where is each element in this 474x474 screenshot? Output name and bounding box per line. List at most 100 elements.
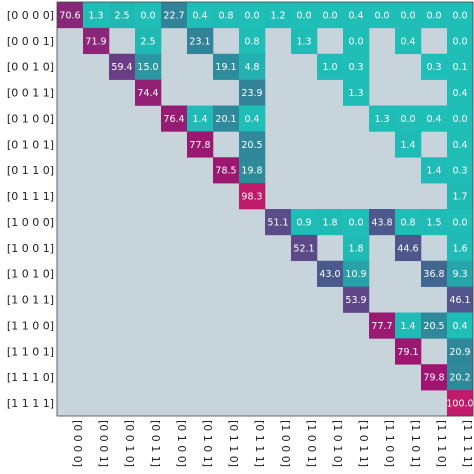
heatmap-cell: [447, 312, 474, 339]
row-tick-label: [1 1 1 0]: [7, 371, 54, 384]
cell-value-label: 98.3: [241, 192, 262, 203]
cell-value-label: 1.3: [348, 88, 363, 99]
heatmap-cell: [395, 27, 422, 55]
column-tick-label: [0 0 0 0]: [71, 420, 84, 467]
heatmap-cell: [291, 234, 318, 262]
heatmap-cell: [369, 105, 396, 132]
heatmap-cell: [395, 338, 422, 365]
heatmap-cell: [213, 105, 240, 132]
heatmap-cell: [447, 234, 474, 262]
cell-value-label: 43.8: [371, 217, 392, 228]
heatmap-cell: [421, 53, 448, 80]
cell-value-label: 77.8: [189, 140, 210, 151]
heatmap-cell: [447, 364, 474, 391]
plot-border: [56, 1, 474, 417]
cell-value-label: 0.0: [244, 10, 259, 21]
cell-value-label: 70.6: [59, 10, 80, 21]
heatmap-cell: [291, 209, 318, 236]
heatmap-cell: [421, 2, 448, 29]
cell-value-label: 0.0: [426, 10, 441, 21]
heatmap-cell: [421, 312, 448, 339]
heatmap-cell: [213, 53, 240, 80]
cell-value-label: 0.9: [296, 217, 311, 228]
cell-value-label: 0.0: [452, 36, 467, 47]
heatmap-cell: [265, 2, 292, 29]
heatmap-cell: [187, 131, 214, 158]
cell-value-label: 1.7: [452, 192, 467, 203]
heatmap-cell: [343, 53, 370, 80]
cell-value-label: 1.4: [400, 321, 415, 332]
cell-value-label: 0.4: [400, 36, 415, 47]
cell-value-label: 79.8: [423, 373, 444, 384]
heatmap-cell: [317, 2, 344, 29]
cell-value-label: 1.3: [88, 10, 103, 21]
row-tick-label: [0 1 0 1]: [7, 138, 54, 151]
heatmap-cell: [369, 209, 396, 236]
column-tick-label: [0 1 1 0]: [227, 420, 240, 467]
cell-value-label: 4.8: [244, 62, 259, 73]
cell-value-label: 22.7: [163, 10, 184, 21]
heatmap-cell: [369, 312, 396, 339]
heatmap-cell: [57, 2, 84, 29]
column-tick-label: [1 0 0 0]: [279, 420, 292, 467]
heatmap-cell: [317, 53, 344, 80]
heatmap-cell: [447, 209, 474, 236]
cell-value-label: 0.4: [452, 88, 467, 99]
column-tick-label: [1 0 0 1]: [305, 420, 318, 467]
row-tick-label: [0 0 0 1]: [7, 35, 54, 48]
cell-value-label: 19.1: [215, 62, 236, 73]
row-tick-label: [1 0 0 0]: [7, 216, 54, 229]
column-tick-label: [0 1 0 1]: [201, 420, 214, 467]
heatmap-cell: [239, 105, 266, 132]
cell-value-label: 20.9: [449, 347, 470, 358]
row-tick-label: [1 0 1 0]: [7, 268, 54, 281]
heatmap-cell: [239, 79, 266, 106]
row-tick-label: [0 1 1 1]: [7, 190, 54, 203]
cell-value-label: 1.5: [426, 217, 441, 228]
cells-layer: 70.6 1.3 2.5 0.0 22.7 0.4 0.8 0.0 1.2 0.0 0.0 0.4 0.…: [57, 2, 474, 417]
cell-value-label: 23.1: [189, 36, 210, 47]
heatmap-cell: [317, 209, 344, 236]
column-tick-label: [0 0 0 1]: [97, 420, 110, 467]
column-tick-label: [0 0 1 1]: [149, 420, 162, 467]
heatmap-cell: [213, 2, 240, 29]
heatmap-cell: [187, 27, 214, 55]
cell-value-label: 20.5: [241, 140, 262, 151]
row-tick-label: [0 0 0 0]: [7, 9, 54, 22]
cell-value-label: 46.1: [449, 295, 470, 306]
cell-value-label: 0.0: [322, 10, 337, 21]
cell-value-label: 0.0: [348, 36, 363, 47]
heatmap-cell: [135, 79, 162, 106]
cell-value-label: 0.0: [400, 114, 415, 125]
cell-value-label: 0.4: [192, 10, 207, 21]
cell-value-label: 0.8: [218, 10, 233, 21]
heatmap-cell: [395, 2, 422, 29]
cell-value-label: 0.3: [348, 62, 363, 73]
heatmap-cell: [265, 209, 292, 236]
column-tick-label: [1 0 1 1]: [357, 420, 370, 467]
heatmap-cell: [83, 27, 110, 55]
cell-value-label: 44.6: [397, 243, 418, 254]
heatmap-cell: [447, 105, 474, 132]
heatmap-cell: [395, 209, 422, 236]
column-tick-label: [1 1 1 1]: [461, 420, 474, 467]
cell-value-label: 51.1: [267, 217, 288, 228]
heatmap-cell: [447, 53, 474, 80]
cell-value-label: 71.9: [85, 36, 106, 47]
row-tick-label: [0 0 1 1]: [7, 87, 54, 100]
cell-value-label: 23.9: [241, 88, 262, 99]
cell-value-label: 0.4: [348, 10, 363, 21]
cell-value-label: 1.3: [374, 114, 389, 125]
column-tick-label: [1 1 0 0]: [383, 420, 396, 467]
cell-value-label: 36.8: [423, 269, 444, 280]
heatmap-cell: [395, 312, 422, 339]
heatmap-cell: [421, 157, 448, 184]
cell-value-label: 0.4: [452, 140, 467, 151]
cell-value-label: 1.4: [192, 114, 207, 125]
cell-value-label: 20.2: [449, 373, 470, 384]
cell-value-label: 0.3: [426, 62, 441, 73]
cell-value-label: 19.8: [241, 166, 262, 177]
heatmap-cell: [239, 183, 266, 210]
row-labels: [0 0 0 0] [0 0 0 1] [0 0 1 0] [0 0 1 1] [0 1…: [7, 9, 54, 410]
